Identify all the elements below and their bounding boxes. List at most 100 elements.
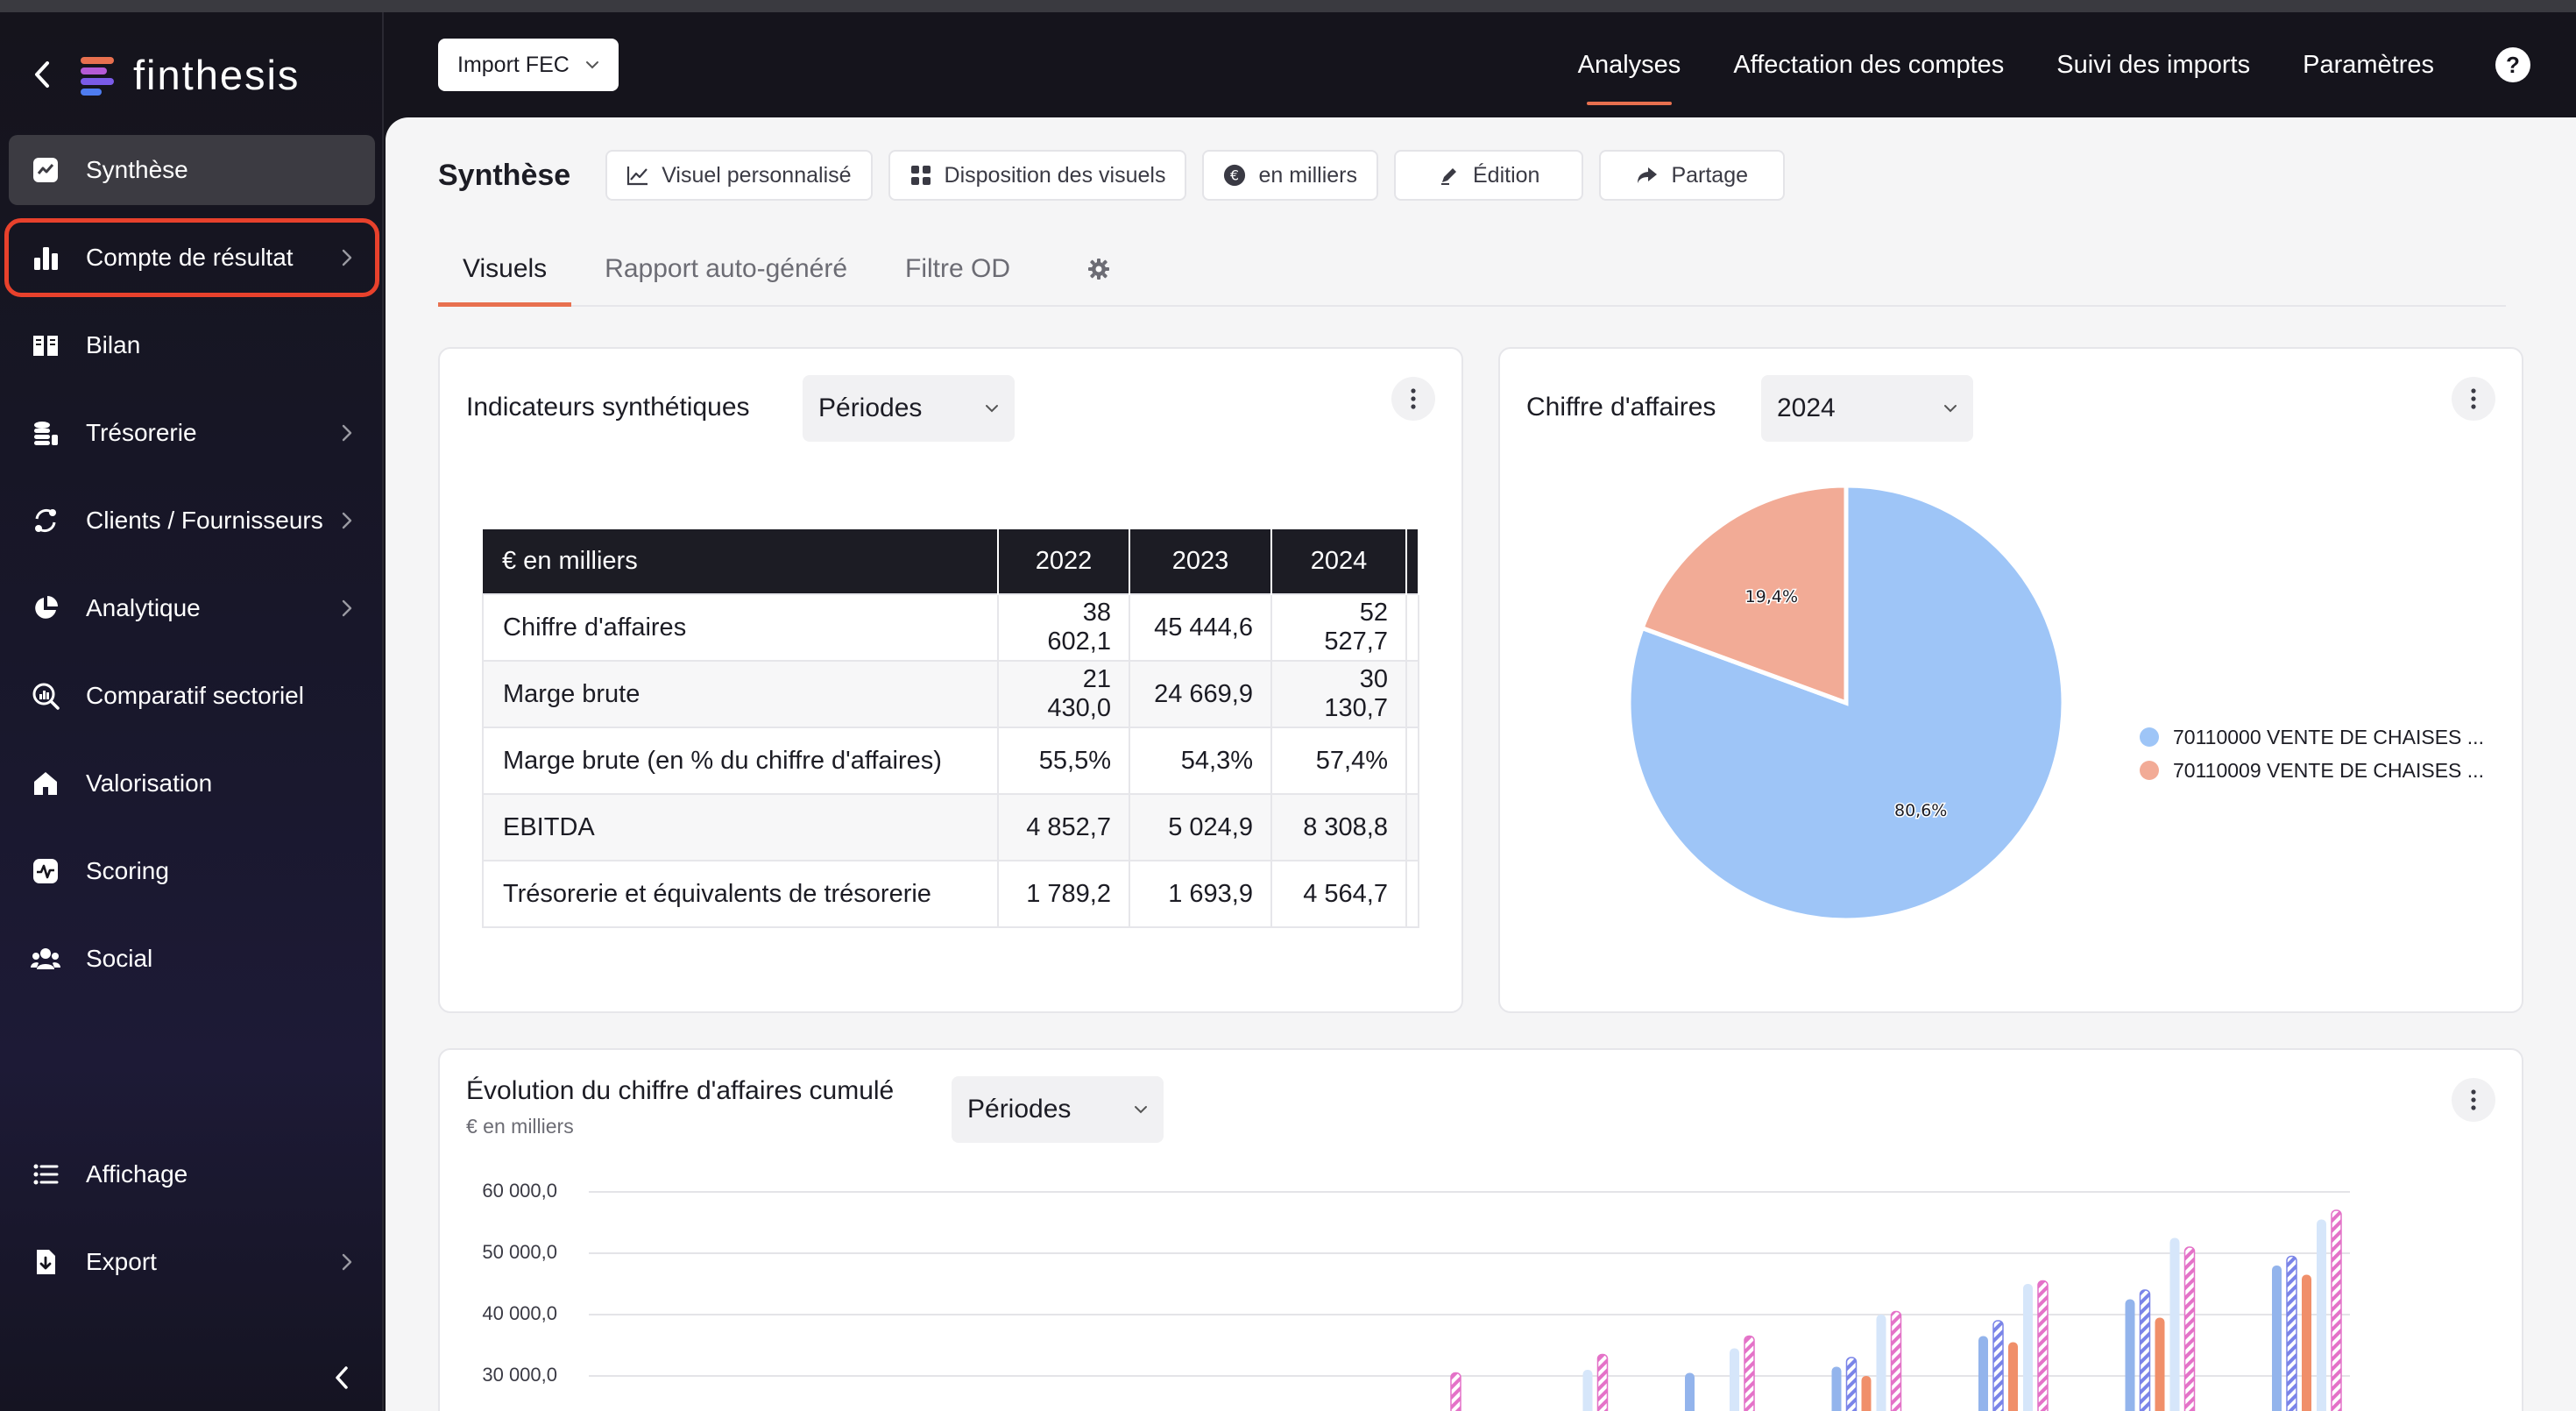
kpi-periodes-select[interactable]: Périodes [803, 375, 1015, 442]
y-tick-label: 30 000,0 [482, 1364, 557, 1386]
kpi-menu-button[interactable] [1391, 377, 1435, 421]
bar[interactable] [1845, 1357, 1858, 1411]
tab-rapport-auto[interactable]: Rapport auto-généré [605, 254, 848, 283]
finthesis-logo-icon [81, 55, 116, 96]
bar[interactable] [2286, 1255, 2297, 1411]
bar[interactable] [1582, 1370, 1593, 1411]
bar[interactable] [2008, 1342, 2018, 1411]
pie-value-label: 19,4% [1745, 587, 1798, 606]
bar[interactable] [1596, 1353, 1609, 1411]
bar[interactable] [2037, 1280, 2049, 1411]
back-button[interactable] [26, 59, 58, 90]
sidebar-item-scoring[interactable]: Scoring [9, 836, 375, 906]
topnav-parametres[interactable]: Paramètres [2303, 50, 2434, 79]
kpi-row-label: Marge brute (en % du chiffre d'affaires) [482, 727, 999, 795]
kpi-cell: 4 564,7 [1270, 860, 1407, 928]
kpi-cell: 5 024,9 [1129, 793, 1272, 861]
magnifier-chart-icon [28, 678, 63, 713]
ca-year-value: 2024 [1777, 394, 1836, 422]
collapse-sidebar-button[interactable] [326, 1362, 357, 1393]
bar[interactable] [1876, 1315, 1886, 1411]
bar[interactable] [2317, 1219, 2326, 1411]
line-chart-icon [627, 167, 648, 186]
chevron-right-icon-wrap [333, 507, 361, 535]
sidebar-item-compte-de-resultat[interactable]: Compte de résultat [4, 218, 379, 297]
topnav-suivi-imports[interactable]: Suivi des imports [2056, 50, 2251, 79]
users-icon [28, 941, 63, 976]
brand-name: finthesis [133, 51, 301, 98]
pie-slice[interactable] [1638, 483, 1849, 706]
chevron-right-icon [342, 599, 352, 617]
kpi-row: Chiffre d'affaires 38 602,1 45 444,6 52 527… [482, 593, 1419, 662]
pie-icon [28, 591, 63, 626]
bar[interactable] [2183, 1246, 2196, 1411]
sidebar-item-bilan[interactable]: Bilan [9, 310, 375, 380]
visuel-personnalise-button[interactable]: Visuel personnalisé [605, 150, 873, 201]
tab-settings[interactable] [1070, 233, 1128, 305]
sidebar-item-label: Analytique [86, 594, 201, 621]
bar[interactable] [2125, 1299, 2135, 1411]
ca-card: Chiffre d'affaires 2024 80,6% 19,4% 70110… [1498, 347, 2523, 1013]
sidebar-item-comparatif-sectoriel[interactable]: Comparatif sectoriel [9, 661, 375, 731]
kebab-icon [2471, 1089, 2476, 1110]
brand: finthesis [26, 44, 300, 105]
sidebar-item-label: Export [86, 1248, 157, 1275]
en-milliers-button[interactable]: € en milliers [1202, 150, 1378, 201]
kpi-row: EBITDA 4 852,7 5 024,9 8 308,8 [482, 793, 1419, 861]
sidebar-item-analytique[interactable]: Analytique [9, 573, 375, 643]
sidebar-item-affichage[interactable]: Affichage [9, 1139, 375, 1209]
edition-button[interactable]: Édition [1393, 150, 1584, 201]
pen-icon [1440, 168, 1456, 185]
partage-button[interactable]: Partage [1599, 150, 1785, 201]
tab-visuels[interactable]: Visuels [438, 233, 572, 307]
bar[interactable] [1730, 1348, 1739, 1411]
bar[interactable] [2155, 1317, 2165, 1411]
kpi-edge-cell [1405, 860, 1419, 928]
kpi-row-label: Chiffre d'affaires [482, 593, 999, 662]
pie-value-label: 80,6% [1894, 801, 1947, 820]
bar[interactable] [1890, 1310, 1902, 1411]
bar[interactable] [2272, 1266, 2282, 1411]
visuel-personnalise-label: Visuel personnalisé [662, 162, 852, 188]
bar[interactable] [1744, 1335, 1755, 1411]
bar[interactable] [1861, 1376, 1872, 1411]
bar[interactable] [2331, 1209, 2342, 1411]
help-icon[interactable]: ? [2495, 47, 2530, 82]
legend-item[interactable]: 70110000 VENTE DE CHAISES ... [2140, 720, 2484, 754]
topnav-affectation[interactable]: Affectation des comptes [1733, 50, 2005, 79]
kpi-header-2023: 2023 [1129, 529, 1272, 594]
chevron-left-icon [336, 1366, 348, 1389]
import-fec-button[interactable]: Import FEC [438, 39, 619, 91]
bar[interactable] [1450, 1372, 1461, 1411]
bar[interactable] [2139, 1289, 2151, 1411]
sidebar-item-clients-fournisseurs[interactable]: Clients / Fournisseurs [9, 486, 375, 556]
y-tick-label: 60 000,0 [482, 1180, 557, 1202]
disposition-visuels-label: Disposition des visuels [944, 162, 1166, 188]
bar[interactable] [1978, 1336, 1988, 1411]
sidebar-item-valorisation[interactable]: Valorisation [9, 748, 375, 819]
sidebar-item-social[interactable]: Social [9, 924, 375, 994]
ca-year-select[interactable]: 2024 [1761, 375, 1973, 442]
home-icon [28, 766, 63, 801]
sidebar-item-export[interactable]: Export [9, 1227, 375, 1297]
bar[interactable] [2023, 1284, 2033, 1411]
bar[interactable] [2169, 1237, 2180, 1411]
bar[interactable] [1831, 1366, 1842, 1411]
ca-menu-button[interactable] [2452, 377, 2495, 421]
evolution-menu-button[interactable] [2452, 1078, 2495, 1122]
kpi-periodes-value: Périodes [818, 394, 923, 422]
legend-item[interactable]: 70110009 VENTE DE CHAISES ... [2140, 754, 2484, 787]
bar[interactable] [1992, 1320, 2004, 1411]
topnav-analyses[interactable]: Analyses [1578, 12, 1681, 117]
sidebar-item-label: Synthèse [86, 156, 188, 183]
tab-filtre-od[interactable]: Filtre OD [905, 254, 1011, 283]
sidebar-item-synthese[interactable]: Synthèse [9, 135, 375, 205]
kpi-row: Marge brute (en % du chiffre d'affaires)… [482, 727, 1419, 795]
evolution-periodes-select[interactable]: Périodes [952, 1076, 1164, 1143]
bar[interactable] [2302, 1274, 2311, 1411]
kpi-header-edge [1406, 529, 1419, 594]
bar[interactable] [1685, 1372, 1695, 1411]
evolution-card-subtitle: € en milliers [466, 1115, 574, 1138]
disposition-visuels-button[interactable]: Disposition des visuels [888, 150, 1187, 201]
sidebar-item-tresorerie[interactable]: Trésorerie [9, 398, 375, 468]
